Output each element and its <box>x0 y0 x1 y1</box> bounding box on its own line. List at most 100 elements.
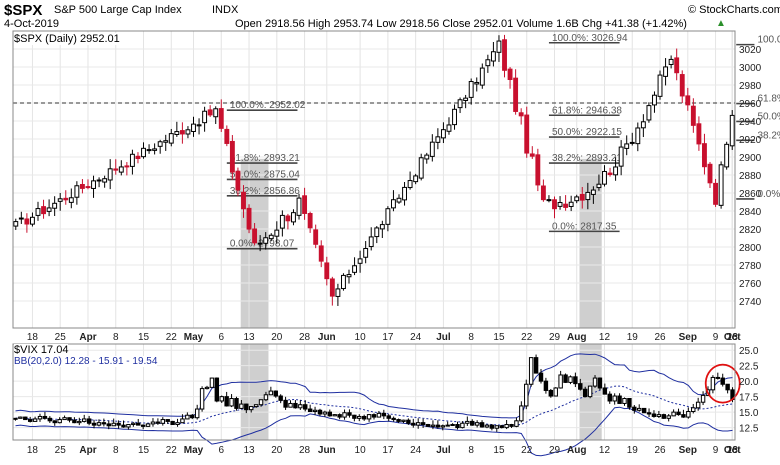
candle <box>41 206 46 215</box>
vix-candle <box>391 417 396 421</box>
vix-candle <box>445 424 450 427</box>
candle <box>157 141 163 147</box>
bb-lower-band <box>15 406 733 457</box>
vix-candle <box>121 424 126 428</box>
y-tick-label: 25.0 <box>739 346 759 357</box>
vix-candle <box>661 414 667 419</box>
candle <box>329 278 335 297</box>
vix-candle <box>224 396 229 407</box>
candle <box>241 191 246 210</box>
candle <box>57 198 63 202</box>
candle <box>690 105 696 126</box>
candle <box>502 39 507 71</box>
x-tick-label: 18 <box>27 445 39 456</box>
x-tick-label: Sep <box>679 332 697 343</box>
vix-candle <box>155 421 161 424</box>
vix-candle <box>77 420 82 424</box>
candle <box>191 123 196 132</box>
highlight-band <box>579 158 602 328</box>
vix-candle <box>524 383 529 407</box>
candle <box>146 149 152 152</box>
candle <box>313 229 319 245</box>
x-tick-label: Apr <box>79 332 96 343</box>
candle <box>624 143 630 149</box>
x-tick-label: Oct <box>724 332 741 343</box>
x-tick-label: 8 <box>468 332 474 343</box>
x-tick-label: 16 <box>727 332 739 343</box>
x-tick-label: 17 <box>382 332 394 343</box>
x-tick-label: 23 <box>727 332 739 343</box>
vix-candle <box>533 357 539 374</box>
y-tick-label: 12.5 <box>739 424 759 435</box>
vix-candle <box>568 376 573 383</box>
y-tick-label: 2800 <box>739 243 762 254</box>
candle <box>85 186 91 189</box>
vix-candle <box>528 357 534 385</box>
candle <box>379 224 385 230</box>
x-tick-label: 25 <box>55 332 67 343</box>
x-tick-label: 29 <box>549 332 561 343</box>
x-tick-label: Aug <box>567 332 586 343</box>
vix-candle <box>52 420 57 424</box>
candle <box>368 236 374 248</box>
vix-candle <box>57 419 62 424</box>
vix-candle <box>317 409 323 415</box>
candle <box>707 163 713 184</box>
candle <box>396 197 402 203</box>
fib-label: 50.0%: 2922.15 <box>552 127 622 138</box>
main-legend: $SPX (Daily) 2952.01 <box>14 33 120 45</box>
vix-candle <box>563 374 568 383</box>
candle <box>696 123 702 145</box>
vix-candle <box>72 419 77 424</box>
candle <box>685 95 691 106</box>
vix-candle <box>67 417 72 421</box>
x-tick-label: 20 <box>271 445 283 456</box>
y-tick-label: 22.5 <box>739 362 759 373</box>
fib-label: 50.0%: 2939.5 <box>757 111 780 122</box>
vix-candle <box>229 398 234 407</box>
y-tick-label: 2940 <box>739 117 762 128</box>
candle <box>207 109 213 116</box>
candle <box>346 274 352 278</box>
bb-legend: BB(20,2.0) 12.28 - 15.91 - 19.54 <box>14 356 158 367</box>
x-tick-label: 8 <box>468 445 474 456</box>
candle <box>496 40 502 53</box>
candle <box>618 146 624 167</box>
x-tick-label: Jul <box>436 445 451 456</box>
vix-candle <box>612 395 617 402</box>
candle <box>402 186 407 201</box>
vix-candle <box>170 420 175 426</box>
vix-candle <box>204 386 210 390</box>
x-tick-label: 19 <box>627 332 639 343</box>
candle <box>341 274 346 290</box>
candle <box>507 68 513 81</box>
up-arrow-icon: ▲ <box>716 18 726 29</box>
vix-candle <box>298 404 303 409</box>
candle <box>374 227 380 238</box>
vix-candle <box>494 425 500 429</box>
vix-candle <box>686 411 691 418</box>
vix-candle <box>145 423 151 427</box>
vix-candle <box>150 421 156 425</box>
vix-candle <box>185 414 190 420</box>
vix-candle <box>278 395 283 401</box>
vix-candle <box>538 372 544 382</box>
vix-candle <box>514 420 519 427</box>
x-tick-label: May <box>184 445 204 456</box>
candle <box>590 189 596 195</box>
vix-candle <box>165 419 170 422</box>
vix-candle <box>479 422 485 428</box>
candle <box>579 193 585 201</box>
candle <box>352 265 358 273</box>
candle <box>663 66 669 77</box>
candle <box>46 207 52 212</box>
candle <box>152 148 158 151</box>
vix-candle <box>23 416 28 421</box>
x-tick-label: 12 <box>599 445 611 456</box>
x-tick-label: 9 <box>713 445 719 456</box>
vix-candle <box>582 388 588 398</box>
x-tick-label: Oct <box>724 445 741 456</box>
x-tick-label: 8 <box>113 332 119 343</box>
candle <box>485 59 491 67</box>
candle <box>513 77 519 112</box>
